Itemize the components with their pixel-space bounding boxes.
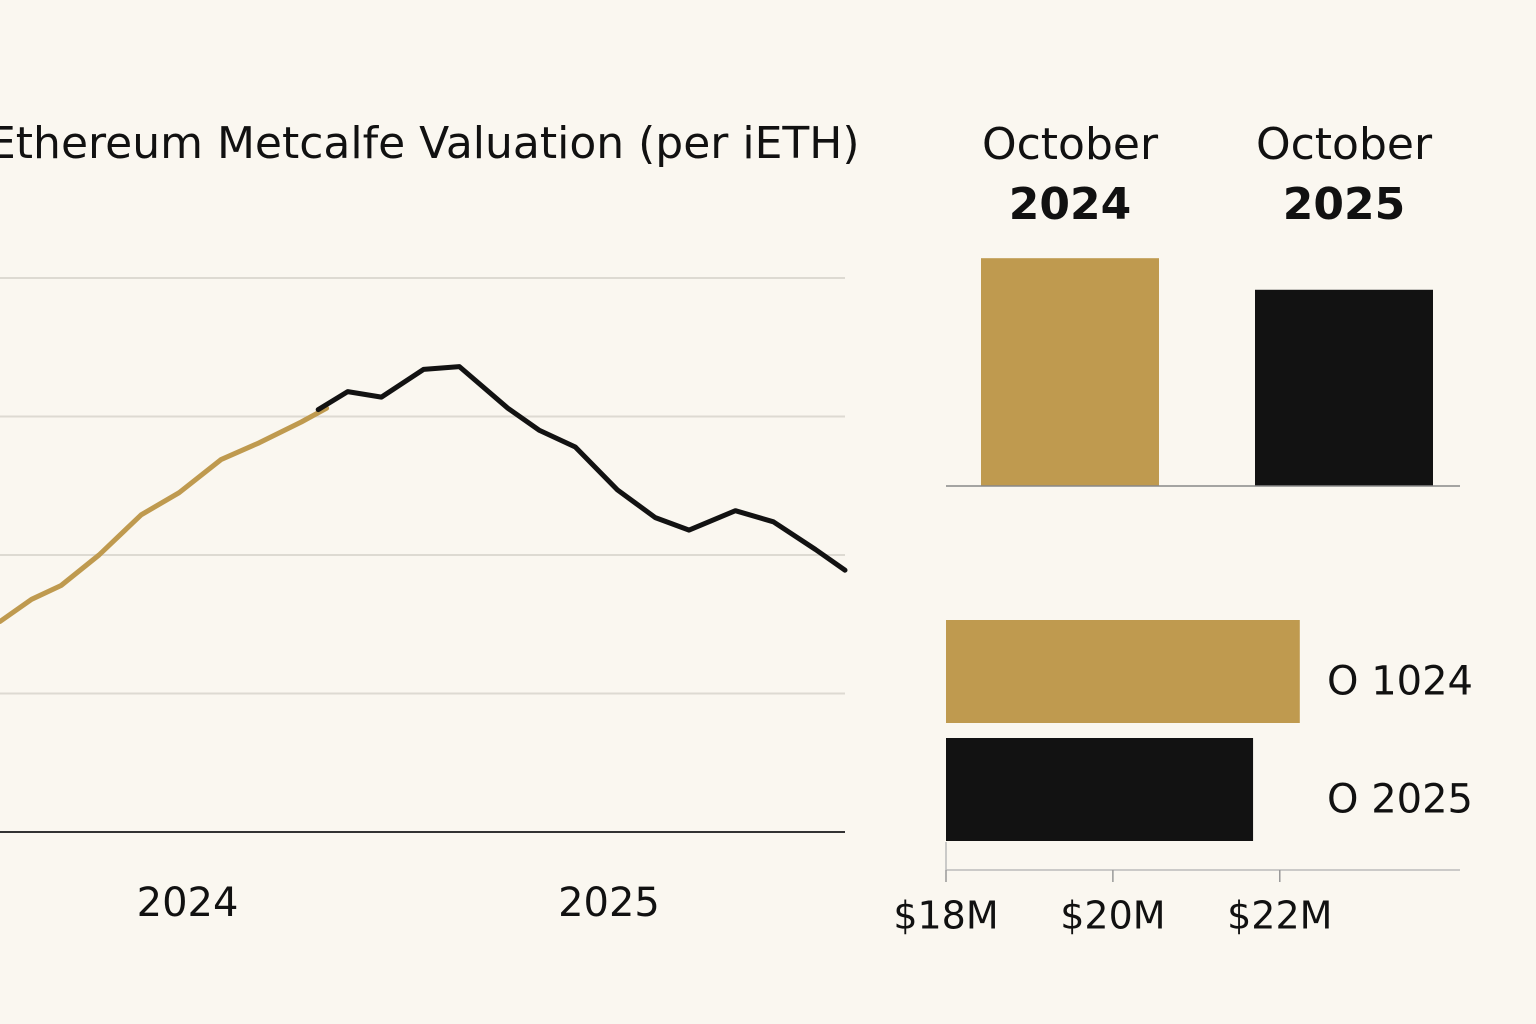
bar (946, 620, 1300, 723)
category-label: 2025 (1283, 179, 1405, 230)
category-label: October (1256, 119, 1433, 170)
x-tick-label: $22M (1227, 894, 1332, 938)
category-label: O 2025 (1327, 777, 1473, 823)
x-tick-label: $20M (1060, 894, 1165, 938)
category-label: O 1024 (1327, 659, 1473, 705)
bar (1255, 289, 1433, 486)
x-tick-label: 2024 (137, 880, 239, 926)
line-series (315, 364, 848, 573)
chart-title: Ethereum Metcalfe Valuation (per iETH) (0, 118, 860, 169)
line-series (0, 405, 330, 624)
bar (981, 258, 1159, 486)
category-label: October (982, 119, 1159, 170)
x-tick-label: $18M (893, 894, 998, 938)
category-label: 2024 (1009, 179, 1131, 230)
x-tick-label: 2025 (558, 880, 660, 926)
bar (946, 738, 1254, 841)
